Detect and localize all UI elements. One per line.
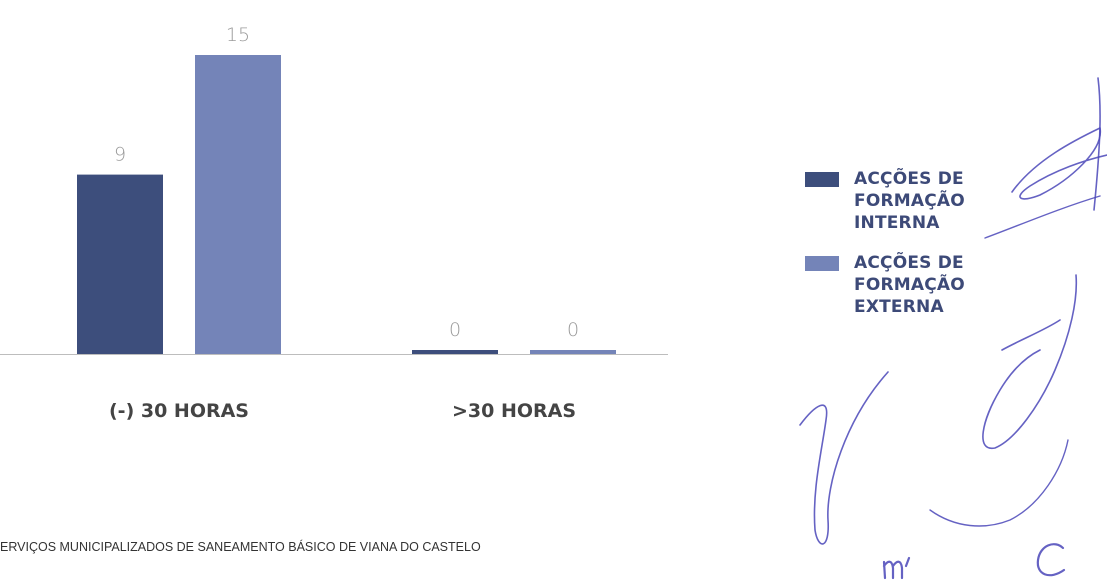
bars-layer — [77, 55, 616, 354]
legend-swatch-external — [805, 256, 839, 271]
legend-label-internal: ACÇÕES DE FORMAÇÃO INTERNA — [854, 168, 965, 234]
value-labels-layer: 9 15 0 0 — [114, 24, 579, 341]
category-label: (-) 30 HORAS — [109, 400, 249, 422]
legend-label-line: FORMAÇÃO — [854, 191, 965, 211]
data-label: 0 — [449, 319, 461, 341]
legend: ACÇÕES DE FORMAÇÃO INTERNA ACÇÕES DE FOR… — [805, 168, 1005, 336]
legend-label-line: ACÇÕES DE — [854, 169, 964, 189]
bar-internal-0 — [77, 174, 163, 354]
bar-external-1 — [530, 350, 616, 354]
legend-label-line: FORMAÇÃO — [854, 275, 965, 295]
bar-external-0 — [195, 55, 281, 354]
legend-item-internal: ACÇÕES DE FORMAÇÃO INTERNA — [805, 168, 1005, 234]
bar-internal-1 — [412, 350, 498, 354]
footer-organization-name: ERVIÇOS MUNICIPALIZADOS DE SANEAMENTO BÁ… — [0, 540, 481, 554]
data-label: 9 — [114, 144, 126, 166]
legend-label-line: INTERNA — [854, 213, 940, 233]
legend-label-line: ACÇÕES DE — [854, 253, 964, 273]
data-label: 15 — [226, 24, 250, 46]
legend-label-external: ACÇÕES DE FORMAÇÃO EXTERNA — [854, 252, 965, 318]
category-label: >30 HORAS — [452, 400, 576, 422]
legend-swatch-internal — [805, 172, 839, 187]
data-label: 0 — [567, 319, 579, 341]
legend-label-line: EXTERNA — [854, 297, 944, 317]
category-labels-layer: (-) 30 HORAS >30 HORAS — [109, 400, 576, 422]
legend-item-external: ACÇÕES DE FORMAÇÃO EXTERNA — [805, 252, 1005, 318]
